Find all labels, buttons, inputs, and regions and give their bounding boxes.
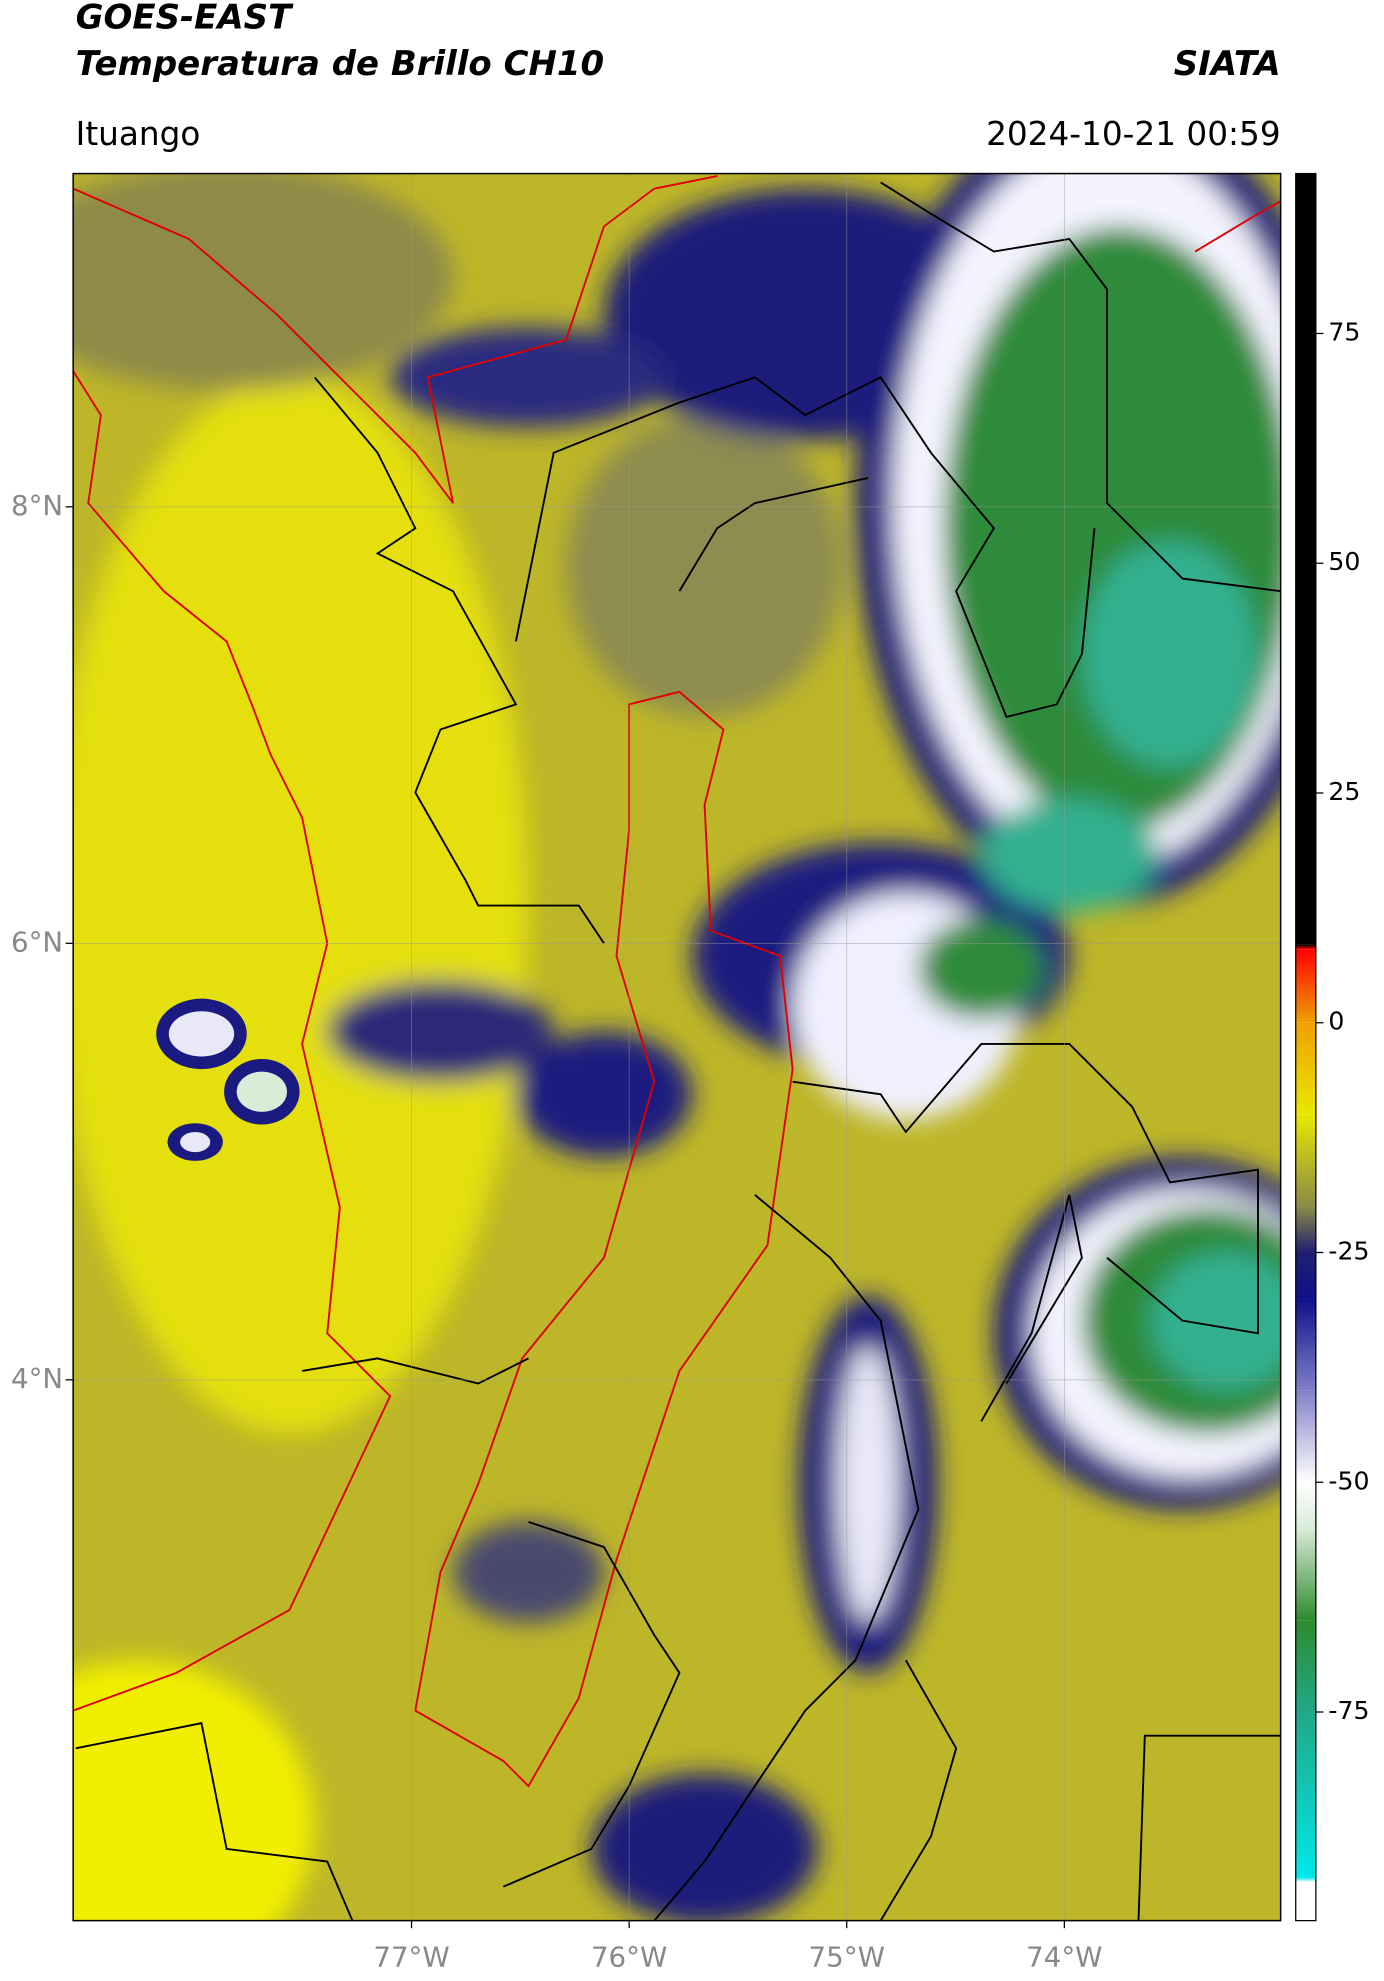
colorbar-segment	[1295, 173, 1316, 945]
brand: SIATA	[1174, 44, 1281, 84]
datetime: 2024-10-21 00:59	[986, 115, 1281, 153]
colorbar-segment	[1295, 1252, 1316, 1299]
colorbar-segment	[1295, 1206, 1316, 1253]
colorbar-segment	[1295, 1114, 1316, 1207]
colorbar-tick-label: -75	[1328, 1696, 1369, 1725]
colorbar-segment	[1295, 949, 1316, 1023]
colorbar-segment	[1295, 1882, 1316, 1921]
colorbar-tick-label: -25	[1328, 1237, 1369, 1266]
colorbar-tick-label: 0	[1328, 1007, 1344, 1036]
title: GOES-EAST	[76, 0, 294, 37]
y-tick-label: 6°N	[11, 925, 63, 958]
x-tick-label: 77°W	[373, 1940, 449, 1973]
colorbar-segment	[1295, 1482, 1316, 1529]
colorbar-segment	[1295, 1022, 1316, 1115]
subtitle: Temperatura de Brillo CH10	[76, 44, 604, 84]
y-tick-label: 4°N	[11, 1362, 63, 1395]
colorbar-segment	[1295, 1712, 1316, 1878]
colorbar-tick-label: 75	[1328, 317, 1360, 346]
map-frame	[72, 172, 1282, 1922]
colorbar-segment	[1295, 1528, 1316, 1621]
location: Ituango	[76, 115, 201, 153]
map-image	[73, 173, 1281, 1921]
colorbar-segment	[1295, 944, 1316, 950]
y-tick-label: 8°N	[11, 489, 63, 522]
colorbar-segment	[1295, 1390, 1316, 1483]
colorbar-tick-label: 25	[1328, 777, 1360, 806]
colorbar-frame	[1295, 172, 1317, 1922]
x-tick-label: 76°W	[591, 1940, 667, 1973]
colorbar-segment	[1295, 1298, 1316, 1391]
x-tick-label: 74°W	[1026, 1940, 1102, 1973]
colorbar-segment	[1295, 1620, 1316, 1713]
colorbar-segment	[1295, 1877, 1316, 1883]
x-tick-label: 75°W	[809, 1940, 885, 1973]
colorbar-tick-label: -50	[1328, 1466, 1369, 1495]
colorbar-tick-label: 50	[1328, 547, 1360, 576]
